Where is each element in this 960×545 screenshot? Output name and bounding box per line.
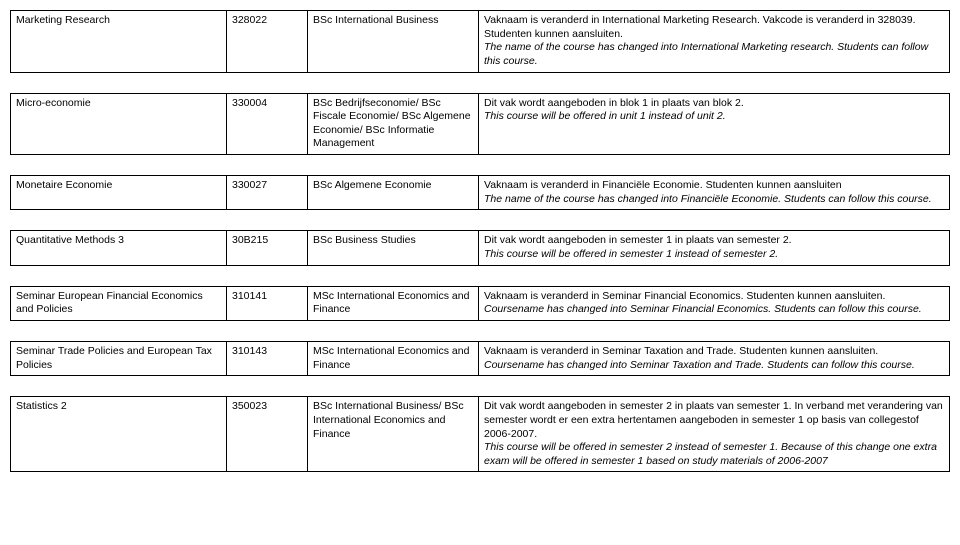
description-cell: Vaknaam is veranderd in International Ma… [479, 11, 950, 73]
table-row: Quantitative Methods 330B215BSc Business… [11, 231, 950, 265]
course-name-cell: Seminar Trade Policies and European Tax … [11, 341, 227, 375]
description-cell: Vaknaam is veranderd in Financiële Econo… [479, 176, 950, 210]
course-table: Micro-economie330004BSc Bedrijfseconomie… [10, 93, 950, 156]
course-code-cell: 330027 [227, 176, 308, 210]
course-table: Marketing Research328022BSc Internationa… [10, 10, 950, 73]
course-code-cell: 350023 [227, 397, 308, 472]
programme-cell: MSc International Economics and Finance [308, 341, 479, 375]
course-name-cell: Statistics 2 [11, 397, 227, 472]
description-nl: Vaknaam is veranderd in Seminar Financia… [484, 290, 885, 302]
course-code-cell: 310143 [227, 341, 308, 375]
course-table: Statistics 2350023BSc International Busi… [10, 396, 950, 472]
course-name-cell: Micro-economie [11, 93, 227, 155]
description-cell: Dit vak wordt aangeboden in blok 1 in pl… [479, 93, 950, 155]
table-row: Seminar Trade Policies and European Tax … [11, 341, 950, 375]
course-name-cell: Seminar European Financial Economics and… [11, 286, 227, 320]
description-nl: Dit vak wordt aangeboden in semester 2 i… [484, 400, 943, 439]
table-row: Statistics 2350023BSc International Busi… [11, 397, 950, 472]
description-cell: Dit vak wordt aangeboden in semester 1 i… [479, 231, 950, 265]
table-row: Marketing Research328022BSc Internationa… [11, 11, 950, 73]
description-nl: Vaknaam is veranderd in Seminar Taxation… [484, 345, 878, 357]
programme-cell: BSc International Business/ BSc Internat… [308, 397, 479, 472]
programme-cell: BSc Bedrijfseconomie/ BSc Fiscale Econom… [308, 93, 479, 155]
description-nl: Vaknaam is veranderd in International Ma… [484, 14, 916, 40]
course-name-cell: Marketing Research [11, 11, 227, 73]
description-nl: Dit vak wordt aangeboden in semester 1 i… [484, 234, 792, 246]
course-table: Seminar Trade Policies and European Tax … [10, 341, 950, 376]
description-cell: Vaknaam is veranderd in Seminar Financia… [479, 286, 950, 320]
description-en: This course will be offered in semester … [484, 441, 937, 467]
programme-cell: BSc Business Studies [308, 231, 479, 265]
table-row: Monetaire Economie330027BSc Algemene Eco… [11, 176, 950, 210]
description-nl: Vaknaam is veranderd in Financiële Econo… [484, 179, 842, 191]
course-code-cell: 328022 [227, 11, 308, 73]
description-cell: Vaknaam is veranderd in Seminar Taxation… [479, 341, 950, 375]
course-table: Seminar European Financial Economics and… [10, 286, 950, 321]
course-code-cell: 30B215 [227, 231, 308, 265]
description-en: The name of the course has changed into … [484, 193, 932, 205]
description-en: This course will be offered in semester … [484, 248, 778, 260]
description-en: Coursename has changed into Seminar Fina… [484, 303, 922, 315]
course-code-cell: 330004 [227, 93, 308, 155]
programme-cell: MSc International Economics and Finance [308, 286, 479, 320]
course-table: Quantitative Methods 330B215BSc Business… [10, 230, 950, 265]
table-row: Seminar European Financial Economics and… [11, 286, 950, 320]
programme-cell: BSc International Business [308, 11, 479, 73]
description-en: Coursename has changed into Seminar Taxa… [484, 359, 915, 371]
table-row: Micro-economie330004BSc Bedrijfseconomie… [11, 93, 950, 155]
course-code-cell: 310141 [227, 286, 308, 320]
description-en: This course will be offered in unit 1 in… [484, 110, 726, 122]
description-nl: Dit vak wordt aangeboden in blok 1 in pl… [484, 97, 744, 109]
course-name-cell: Quantitative Methods 3 [11, 231, 227, 265]
programme-cell: BSc Algemene Economie [308, 176, 479, 210]
description-en: The name of the course has changed into … [484, 41, 928, 67]
description-cell: Dit vak wordt aangeboden in semester 2 i… [479, 397, 950, 472]
course-table: Monetaire Economie330027BSc Algemene Eco… [10, 175, 950, 210]
course-name-cell: Monetaire Economie [11, 176, 227, 210]
